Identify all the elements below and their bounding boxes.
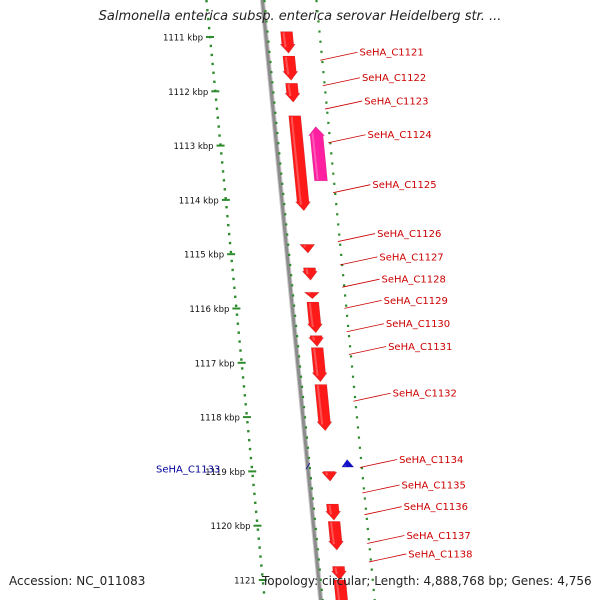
gene-label-seha-c1130: SeHA_C1130 — [386, 319, 450, 330]
gene-seha-c1126 — [298, 244, 316, 254]
gene-shine — [287, 84, 292, 97]
backbone-line — [260, 0, 323, 600]
gene-label-seha-c1134: SeHA_C1134 — [399, 455, 463, 466]
gene-label-seha-c1131: SeHA_C1131 — [388, 342, 452, 353]
leader-line — [340, 256, 378, 266]
gene-seha-c1122 — [282, 55, 299, 81]
gene-seha-c1133 — [341, 459, 355, 468]
gene-shine — [284, 56, 290, 75]
gene-seha-c1134 — [321, 471, 338, 482]
gene-shine — [312, 336, 316, 341]
gene-seha-c1130 — [308, 335, 325, 347]
scale-dotted-line — [205, 0, 266, 600]
gene-seha-c1135 — [324, 503, 342, 521]
scale-tick-label: 1114 kbp — [179, 196, 219, 206]
gene-shine — [328, 504, 332, 515]
scale-tick-label: 1111 kbp — [163, 34, 203, 44]
accession-text: Accession: NC_011083 — [9, 574, 146, 588]
leader-line — [320, 51, 358, 61]
gene-seha-c1125 — [288, 115, 312, 212]
leader-line — [353, 392, 391, 402]
gene-label-seha-c1136: SeHA_C1136 — [404, 502, 468, 513]
gene-label-seha-c1122: SeHA_C1122 — [362, 73, 426, 84]
gene-shine — [290, 116, 302, 205]
gene-shine — [308, 302, 314, 328]
leader-line — [305, 462, 311, 470]
gene-label-seha-c1138: SeHA_C1138 — [408, 549, 472, 560]
gene-label-seha-c1126: SeHA_C1126 — [377, 229, 441, 240]
gene-seha-c1131 — [310, 347, 328, 383]
gene-label-seha-c1128: SeHA_C1128 — [382, 275, 446, 286]
gene-shine — [311, 132, 319, 181]
gene-seha-c1137 — [330, 566, 347, 581]
scale-tick-label: 1119 kbp — [205, 468, 245, 478]
gene-shine — [305, 268, 309, 275]
gene-label-seha-c1137: SeHA_C1137 — [406, 531, 470, 542]
leader-line — [367, 535, 405, 544]
gene-seha-c1129 — [306, 301, 323, 334]
gene-label-seha-c1133: SeHA_C1133 — [156, 465, 220, 476]
gene-label-seha-c1132: SeHA_C1132 — [393, 389, 457, 400]
backbone — [259, 0, 324, 600]
gene-seha-c1136 — [327, 521, 345, 551]
topology-text: Topology: circular; Length: 4,888,768 bp… — [262, 574, 592, 588]
gene-seha-c1121 — [279, 31, 296, 54]
gene-label-seha-c1124: SeHA_C1124 — [368, 130, 432, 141]
gene-shine — [282, 32, 287, 48]
gene-shine — [313, 348, 319, 376]
leader-line — [333, 184, 371, 194]
gene-label-seha-c1125: SeHA_C1125 — [372, 180, 436, 191]
gene-shine — [344, 464, 347, 467]
leader-line — [342, 278, 380, 288]
gene-features — [279, 31, 355, 600]
gene-label-seha-c1135: SeHA_C1135 — [402, 480, 466, 491]
gene-seha-c1123 — [284, 82, 301, 103]
gene-label-seha-c1129: SeHA_C1129 — [384, 296, 448, 307]
scale-tick-label: 1118 kbp — [200, 414, 240, 424]
leader-line — [322, 77, 361, 87]
leader-line — [364, 506, 402, 516]
leader-line — [337, 233, 376, 242]
map-title: Salmonella enterica subsp. enterica sero… — [98, 9, 502, 24]
leader-line — [359, 459, 398, 468]
scale-tick-label: 1117 kbp — [195, 359, 235, 369]
gene-label-seha-c1121: SeHA_C1121 — [359, 48, 423, 59]
gene-shine — [335, 580, 341, 600]
leader-line — [328, 134, 366, 144]
gene-label-seha-c1123: SeHA_C1123 — [364, 97, 428, 108]
gene-shine — [334, 567, 338, 575]
gene-seha-c1132 — [314, 384, 333, 432]
leader-line — [348, 346, 387, 355]
gene-labels: SeHA_C1121 SeHA_C1122 SeHA_C1123 SeHA_C1124… — [156, 48, 473, 563]
leader-line — [324, 100, 363, 110]
outer-dotted-track — [315, 0, 376, 600]
gene-shine — [316, 385, 324, 425]
scale-track: 1111 kbp 1112 kbp 1113 kbp 1114 kbp 1115 kbp… — [163, 0, 267, 600]
gene-seha-c1138 — [333, 579, 349, 600]
scale-tick-label: 1113 kbp — [173, 142, 213, 152]
leader-line — [362, 484, 400, 494]
gene-dotted-tracks — [263, 0, 376, 600]
scale-tick-label: 1120 kbp — [210, 522, 250, 532]
gene-shine — [325, 472, 329, 476]
gene-seha-c1127 — [301, 267, 318, 281]
gene-shine — [330, 522, 335, 545]
scale-tick-label: 1115 kbp — [184, 251, 224, 261]
scale-tick-label: 1116 kbp — [189, 305, 229, 315]
gene-label-seha-c1127: SeHA_C1127 — [379, 252, 443, 263]
scale-tick-label: 1121 — [234, 577, 256, 587]
scale-tick-label: 1112 kbp — [168, 88, 208, 98]
gene-shine — [303, 244, 306, 248]
gene-seha-c1128 — [303, 291, 321, 300]
leader-line — [344, 299, 382, 309]
leader-line — [368, 553, 407, 563]
leader-line — [346, 323, 384, 333]
gene-seha-c1124 — [307, 126, 328, 182]
